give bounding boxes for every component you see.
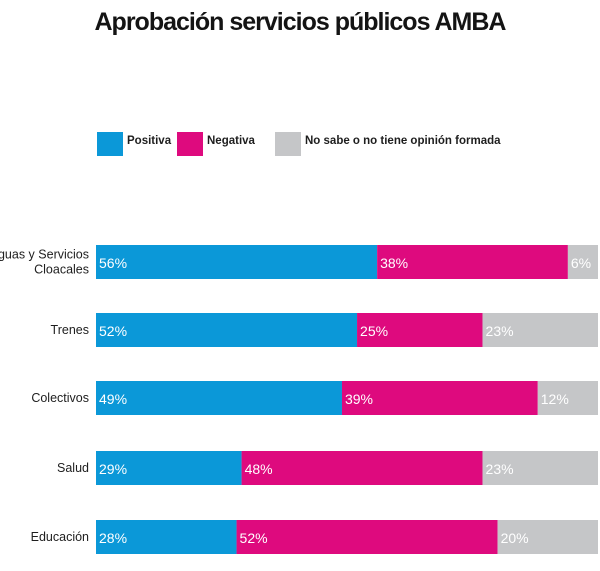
legend-item-negativa: Negativa <box>177 132 255 156</box>
bar-educacion-negativa <box>236 520 498 554</box>
bar-colectivos-positiva <box>96 381 342 415</box>
category-label-colectivos: Colectivos <box>31 391 89 405</box>
bar-trenes-negativa <box>357 313 483 347</box>
data-label-educacion-no-sabe: 20% <box>501 530 529 546</box>
bar-educacion-positiva <box>96 520 237 554</box>
data-label-trenes-negativa: 25% <box>360 323 388 339</box>
data-label-salud-negativa: 48% <box>245 461 273 477</box>
data-label-colectivos-positiva: 49% <box>99 391 127 407</box>
bar-aguas-positiva <box>96 245 378 279</box>
legend-swatch-positiva <box>97 132 123 156</box>
bar-educacion-no-sabe <box>497 520 598 554</box>
data-label-colectivos-negativa: 39% <box>345 391 373 407</box>
data-label-trenes-positiva: 52% <box>99 323 127 339</box>
bar-colectivos-negativa <box>341 381 538 415</box>
bar-salud-negativa <box>241 451 483 485</box>
chart-title: Aprobación servicios públicos AMBA <box>94 8 507 36</box>
bar-salud-positiva <box>96 451 242 485</box>
bar-aguas-negativa <box>377 245 568 279</box>
category-label-salud: Salud <box>57 461 89 475</box>
legend-swatch-no-sabe <box>275 132 301 156</box>
legend-label-negativa: Negativa <box>207 135 255 147</box>
bar-salud-no-sabe <box>482 451 598 485</box>
data-label-educacion-positiva: 28% <box>99 530 127 546</box>
legend-item-positiva: Positiva <box>97 132 171 156</box>
data-label-salud-no-sabe: 23% <box>486 461 514 477</box>
bar-aguas-no-sabe <box>567 245 598 279</box>
bar-trenes-positiva <box>96 313 358 347</box>
legend-item-no-sabe: No sabe o no tiene opinión formada <box>275 132 501 156</box>
data-label-aguas-positiva: 56% <box>99 255 127 271</box>
data-label-educacion-negativa: 52% <box>240 530 268 546</box>
data-label-trenes-no-sabe: 23% <box>486 323 514 339</box>
legend-label-no-sabe: No sabe o no tiene opinión formada <box>305 135 501 147</box>
data-label-colectivos-no-sabe: 12% <box>541 391 569 407</box>
legend-label-positiva: Positiva <box>127 135 172 147</box>
bar-colectivos-no-sabe <box>537 381 598 415</box>
category-label-trenes: Trenes <box>51 323 89 337</box>
category-label-educacion: Educación <box>31 530 89 544</box>
data-label-salud-positiva: 29% <box>99 461 127 477</box>
data-label-aguas-negativa: 38% <box>380 255 408 271</box>
data-label-aguas-no-sabe: 6% <box>571 255 591 271</box>
bar-trenes-no-sabe <box>482 313 598 347</box>
legend-swatch-negativa <box>177 132 203 156</box>
legend: Positiva Negativa No sabe o no tiene opi… <box>0 132 600 162</box>
